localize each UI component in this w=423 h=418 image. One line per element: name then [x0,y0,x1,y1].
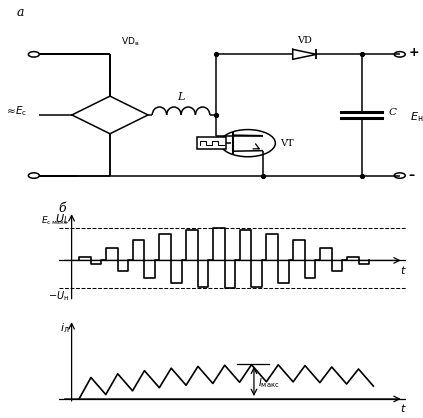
Text: VT: VT [280,139,293,148]
Text: $E_{\rm с\,макс}$: $E_{\rm с\,макс}$ [41,215,69,227]
Bar [197,138,226,149]
Text: $\mathrm{VD_в}$: $\mathrm{VD_в}$ [121,36,140,48]
Text: $-U_{\rm н}$: $-U_{\rm н}$ [48,289,69,303]
Text: $I_{\rm макс}$: $I_{\rm макс}$ [258,377,279,390]
Text: $\approx\! E_{\rm c}$: $\approx\! E_{\rm c}$ [4,104,27,118]
Text: $t$: $t$ [400,402,407,414]
Text: б: б [58,202,66,215]
Text: +: + [408,46,419,59]
Text: VD: VD [297,36,312,45]
Text: $t$: $t$ [400,264,407,276]
Text: $E_{\rm н}$: $E_{\rm н}$ [410,110,423,124]
Text: $i_{\rm л}$: $i_{\rm л}$ [60,321,69,335]
Text: а: а [17,6,25,19]
Text: –: – [408,169,414,182]
Text: C: C [388,108,396,117]
Text: $U_L$: $U_L$ [55,212,69,226]
Text: L: L [177,92,185,102]
